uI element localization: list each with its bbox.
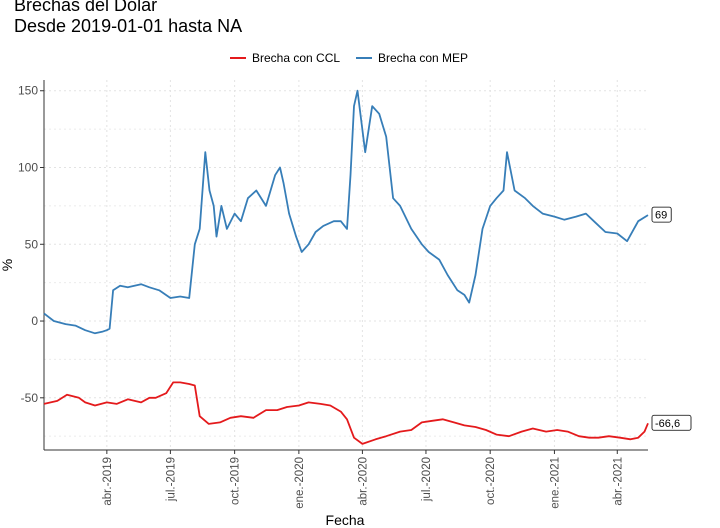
legend-swatch-mep (356, 57, 372, 59)
series-line-mep (43, 89, 649, 335)
chart-title: Brechas del Dólar Desde 2019-01-01 hasta… (14, 0, 242, 37)
y-axis-title: % (0, 259, 15, 271)
x-tick-label: oct.-2019 (230, 457, 242, 505)
end-label-text: 69 (655, 210, 667, 222)
x-tick-label: jul.-2019 (165, 457, 177, 502)
y-tick-label: 0 (31, 314, 38, 328)
chart-subtitle: Desde 2019-01-01 hasta NA (14, 16, 243, 36)
end-label-mep: 69 (651, 206, 672, 223)
end-label-ccl: -66,6 (651, 414, 692, 431)
y-tick-label: -50 (21, 391, 39, 405)
end-labels: -66,6 69 (651, 206, 692, 431)
series-lines (43, 89, 649, 445)
x-axis-title: Fecha (326, 512, 365, 528)
x-tick-label: jul.-2020 (421, 457, 433, 502)
y-tick-label: 100 (18, 161, 38, 175)
chart-title-text: Brechas del Dólar (14, 0, 158, 15)
y-tick-label: 150 (18, 84, 38, 98)
end-label-text: -66,6 (655, 418, 680, 430)
x-tick-label: oct.-2020 (485, 457, 497, 505)
x-tick-label: abr.-2021 (612, 457, 624, 506)
legend-label-mep: Brecha con MEP (378, 51, 469, 65)
series-line-ccl (43, 381, 649, 445)
x-tick-label: ene.-2021 (549, 457, 561, 509)
legend-swatch-ccl (230, 57, 246, 59)
legend-label-ccl: Brecha con CCL (252, 51, 341, 65)
grid-lines (44, 80, 648, 450)
x-tick-label: ene.-2020 (294, 457, 306, 509)
axes: -50 0 50 100 150 abr.-2019 jul.-2019 oct.-2019 e… (18, 80, 648, 509)
end-label-box (651, 414, 692, 431)
chart-legend: Brecha con CCL Brecha con MEP (0, 50, 720, 68)
x-tick-label: abr.-2020 (357, 457, 369, 506)
y-tick-label: 50 (25, 237, 39, 251)
x-tick-label: abr.-2019 (102, 457, 114, 506)
end-label-box (651, 206, 672, 223)
